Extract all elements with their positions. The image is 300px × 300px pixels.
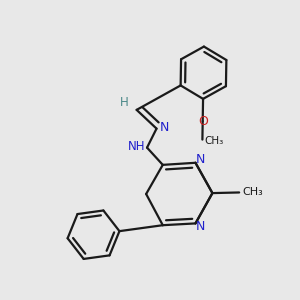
Text: N: N <box>196 220 206 233</box>
Text: N: N <box>159 121 169 134</box>
Text: N: N <box>196 153 206 166</box>
Text: NH: NH <box>128 140 146 153</box>
Text: O: O <box>198 115 208 128</box>
Text: CH₃: CH₃ <box>242 188 263 197</box>
Text: CH₃: CH₃ <box>205 136 224 146</box>
Text: H: H <box>120 96 128 109</box>
